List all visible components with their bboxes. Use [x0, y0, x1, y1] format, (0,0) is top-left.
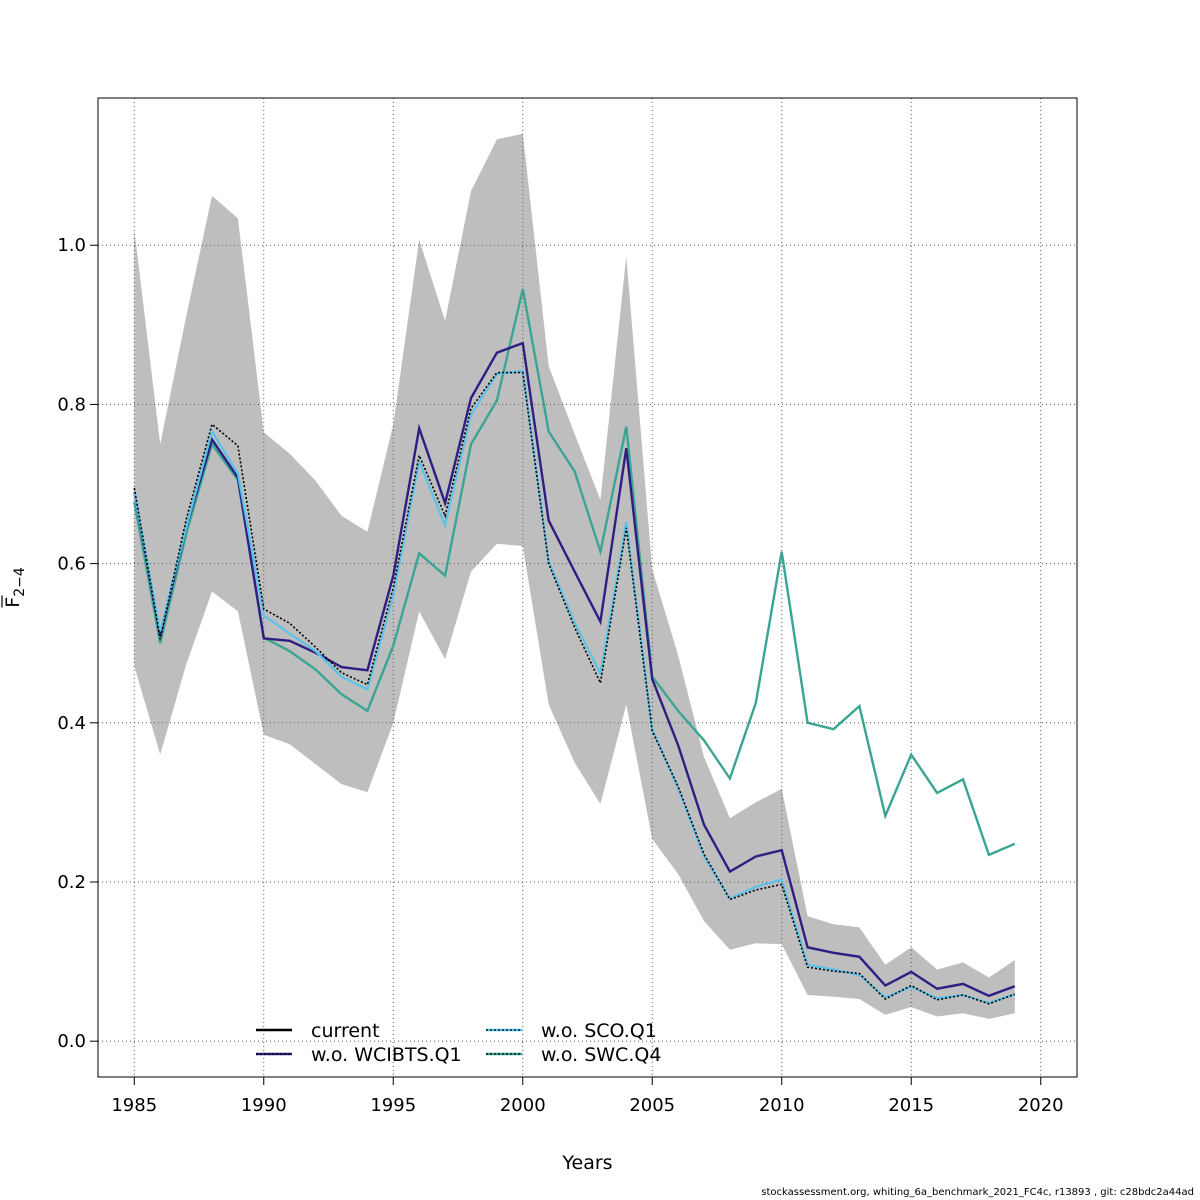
y-tick-label-3: 0.6 [57, 554, 86, 575]
y-axis-title: F2−4 [1, 567, 28, 608]
y-tick-label-5: 1.0 [57, 235, 86, 256]
legend-item-wcibts: w.o. WCIBTS.Q1 [256, 1044, 462, 1066]
x-tick-label-1990: 1990 [241, 1095, 287, 1116]
confidence-band [134, 133, 1015, 1019]
legend-item-swc: w.o. SWC.Q4 [486, 1044, 661, 1066]
x-tick-label-2015: 2015 [888, 1095, 934, 1116]
x-tick-label-2020: 2020 [1018, 1095, 1064, 1116]
footer-caption: stockassessment.org, whiting_6a_benchmar… [761, 1187, 1194, 1198]
y-axis-title-text: F2−4 [2, 567, 28, 608]
x-tick-label-2010: 2010 [759, 1095, 805, 1116]
series-line-swc [133, 288, 1016, 857]
legend-label-sco: w.o. SCO.Q1 [541, 1020, 657, 1042]
y-tick-label-2: 0.4 [57, 713, 86, 734]
legend-item-sco: w.o. SCO.Q1 [486, 1020, 657, 1042]
series-line-wcibts [133, 341, 1016, 998]
plot-frame [97, 97, 1078, 1078]
y-tick-label-0: 0.0 [57, 1031, 86, 1052]
x-axis-title: Years [561, 1152, 612, 1174]
y-tick-label-4: 0.8 [57, 394, 86, 415]
y-tick-label-1: 0.2 [57, 872, 86, 893]
x-tick-label-1985: 1985 [111, 1095, 157, 1116]
legend-label-swc: w.o. SWC.Q4 [541, 1044, 661, 1066]
x-tick-label-1995: 1995 [370, 1095, 416, 1116]
legend-label-wcibts: w.o. WCIBTS.Q1 [311, 1044, 462, 1066]
x-tick-label-2005: 2005 [629, 1095, 675, 1116]
series-line-current [133, 371, 1016, 1005]
legend-item-current: current [256, 1020, 380, 1042]
x-tick-label-2000: 2000 [500, 1095, 546, 1116]
legend-label-current: current [311, 1020, 380, 1042]
